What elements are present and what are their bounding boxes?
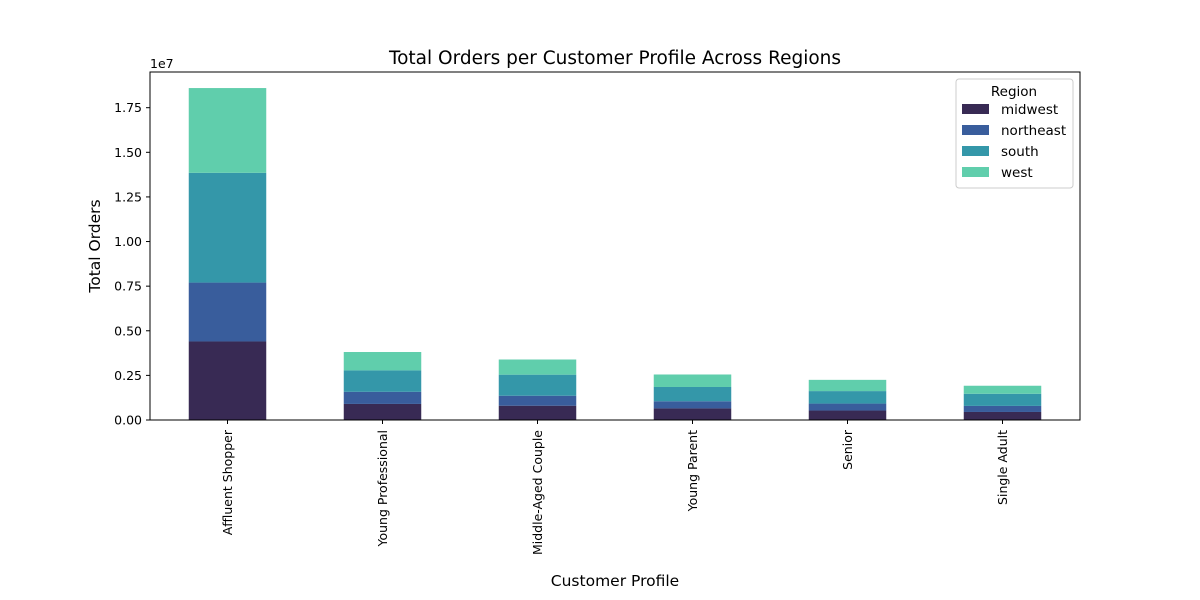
bar-northeast-1: [188, 282, 267, 342]
bar-west-4: [653, 374, 732, 387]
y-tick-label: 1.00: [114, 234, 142, 249]
y-tick-label: 0.00: [114, 413, 142, 428]
bar-midwest-1: [188, 341, 267, 420]
y-axis-offset-text: 1e7: [150, 56, 174, 71]
bar-west-6: [963, 385, 1042, 394]
bar-south-6: [963, 393, 1042, 406]
bar-layer: [188, 88, 1042, 420]
y-tick-label: 1.75: [114, 100, 142, 115]
x-tick-label: Young Professional: [375, 430, 390, 548]
x-tick-label: Senior: [840, 429, 855, 470]
y-axis-label: Total Orders: [86, 199, 104, 293]
legend-swatch-northeast: [962, 125, 989, 135]
bar-west-1: [188, 88, 267, 173]
bar-northeast-6: [963, 405, 1042, 412]
y-axis: 0.00 0.25 0.50 0.75 1.00 1.25 1.50 1.75: [114, 100, 150, 428]
legend-label-northeast: northeast: [1001, 123, 1066, 139]
bar-south-1: [188, 172, 267, 283]
y-tick-label: 0.25: [114, 368, 142, 383]
x-axis-label: Customer Profile: [551, 572, 679, 590]
bar-midwest-3: [498, 405, 577, 420]
y-tick-label: 1.25: [114, 189, 142, 204]
legend-title: Region: [991, 84, 1037, 100]
plot-frame: [149, 71, 1081, 421]
legend-label-midwest: midwest: [1001, 102, 1058, 118]
legend-label-west: west: [1001, 165, 1033, 181]
legend-label-south: south: [1001, 144, 1039, 160]
bar-midwest-6: [963, 411, 1042, 420]
x-axis: Affluent Shopper Young Professional Middle…: [220, 420, 1010, 555]
y-tick-label: 0.50: [114, 323, 142, 338]
bar-west-2: [343, 352, 422, 371]
x-tick-label: Young Parent: [685, 430, 700, 512]
bar-west-3: [498, 359, 577, 375]
chart-title: Total Orders per Customer Profile Across…: [388, 48, 841, 69]
x-tick-label: Affluent Shopper: [220, 429, 235, 535]
bar-midwest-4: [653, 408, 732, 420]
bar-west-5: [808, 379, 887, 392]
bar-midwest-2: [343, 403, 422, 420]
bar-midwest-5: [808, 410, 887, 420]
bar-south-2: [343, 370, 422, 392]
bar-northeast-3: [498, 395, 577, 406]
bar-northeast-2: [343, 391, 422, 404]
y-tick-label: 0.75: [114, 279, 142, 294]
bar-south-5: [808, 391, 887, 404]
bar-south-4: [653, 386, 732, 402]
legend-swatch-midwest: [962, 104, 989, 114]
legend-items: midwest northeast south west: [962, 102, 1066, 181]
bar-south-3: [498, 374, 577, 396]
bar-northeast-4: [653, 401, 732, 409]
x-tick-label: Middle-Aged Couple: [530, 430, 545, 555]
legend-swatch-west: [962, 167, 989, 177]
bar-northeast-5: [808, 403, 887, 411]
legend-swatch-south: [962, 146, 989, 156]
y-tick-label: 1.50: [114, 145, 142, 160]
legend: Region midwest northeast south west: [955, 78, 1074, 189]
x-tick-label: Single Adult: [995, 430, 1010, 505]
